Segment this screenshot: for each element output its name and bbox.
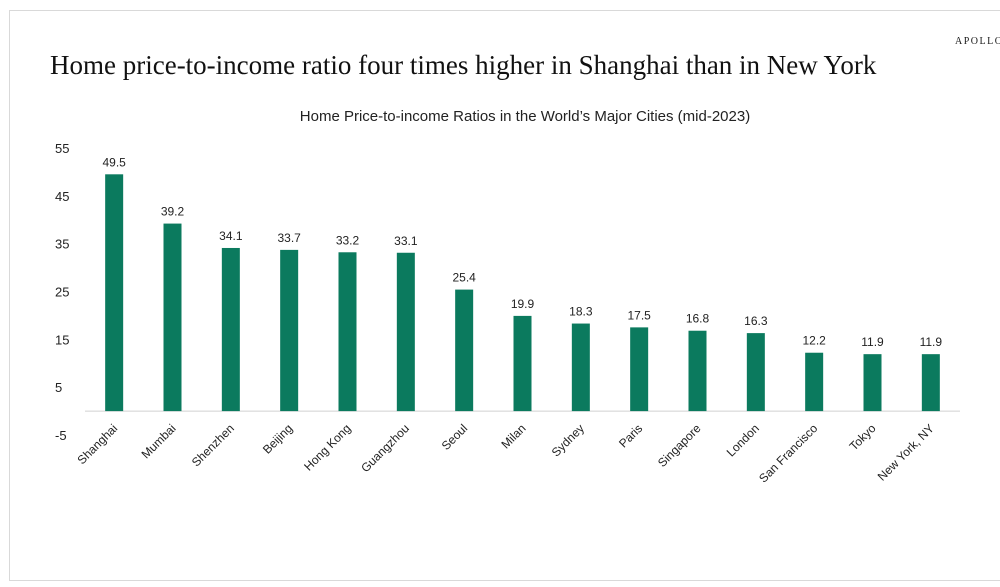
x-axis: Shanghai Mumbai Shenzhen Beijing Hong Kong Gu… [75, 421, 937, 485]
brand-logo: APOLLO [955, 36, 1000, 47]
bar [746, 333, 765, 412]
data-label: 49.5 [102, 155, 126, 169]
y-tick-label: 25 [55, 285, 69, 300]
x-tick-label: New York, NY [875, 421, 937, 483]
x-tick-label: Beijing [260, 421, 295, 456]
y-axis: -5 5 15 25 35 45 55 [55, 141, 69, 443]
bar [805, 352, 824, 412]
bar [163, 223, 182, 412]
bar [455, 289, 474, 412]
data-label: 33.2 [336, 233, 360, 247]
y-tick-label: 15 [55, 332, 69, 347]
y-tick-label: 5 [55, 380, 62, 395]
bar [221, 247, 240, 412]
data-label: 34.1 [219, 229, 243, 243]
x-tick-label: Milan [498, 421, 528, 451]
bar [921, 354, 940, 412]
bar [688, 330, 707, 412]
data-label: 39.2 [161, 205, 185, 219]
x-tick-label: Hong Kong [301, 421, 353, 473]
x-tick-label: Seoul [439, 421, 471, 453]
x-tick-label: Singapore [655, 421, 704, 470]
bar [513, 315, 532, 412]
data-label: 19.9 [511, 297, 535, 311]
x-tick-label: Guangzhou [358, 421, 412, 475]
bar [863, 354, 882, 412]
x-tick-label: Paris [616, 421, 645, 450]
y-tick-label: 35 [55, 237, 69, 252]
data-label: 33.7 [277, 231, 301, 245]
data-label: 16.3 [744, 314, 768, 328]
chart-frame [9, 10, 1000, 581]
x-tick-label: Mumbai [139, 421, 179, 461]
bar [280, 249, 299, 412]
x-tick-label: Shanghai [75, 421, 121, 467]
bars [105, 174, 940, 412]
bar [338, 252, 357, 412]
data-label: 33.1 [394, 234, 418, 248]
data-label: 11.9 [920, 335, 943, 349]
x-tick-label: Shenzhen [189, 421, 237, 469]
y-tick-label: -5 [55, 428, 67, 443]
x-tick-label: San Francisco [756, 421, 820, 485]
x-tick-label: Sydney [549, 421, 587, 459]
bar [630, 327, 649, 412]
chart-title: Home Price-to-income Ratios in the World… [300, 108, 750, 125]
data-label: 11.9 [861, 335, 884, 349]
data-label: 17.5 [627, 308, 651, 322]
data-label: 16.8 [686, 312, 710, 326]
bar [571, 323, 590, 412]
y-tick-label: 55 [55, 141, 69, 156]
bar [105, 174, 124, 412]
data-labels: 49.5 39.2 34.1 33.7 33.2 33.1 25.4 19.9 18.3 17.5… [102, 155, 942, 349]
data-label: 12.2 [802, 334, 826, 348]
data-label: 18.3 [569, 305, 593, 319]
x-tick-label: London [724, 421, 762, 459]
y-tick-label: 45 [55, 189, 69, 204]
x-tick-label: Tokyo [847, 421, 879, 453]
bar [396, 252, 415, 412]
data-label: 25.4 [452, 271, 476, 285]
page-title: Home price-to-income ratio four times hi… [50, 50, 877, 80]
